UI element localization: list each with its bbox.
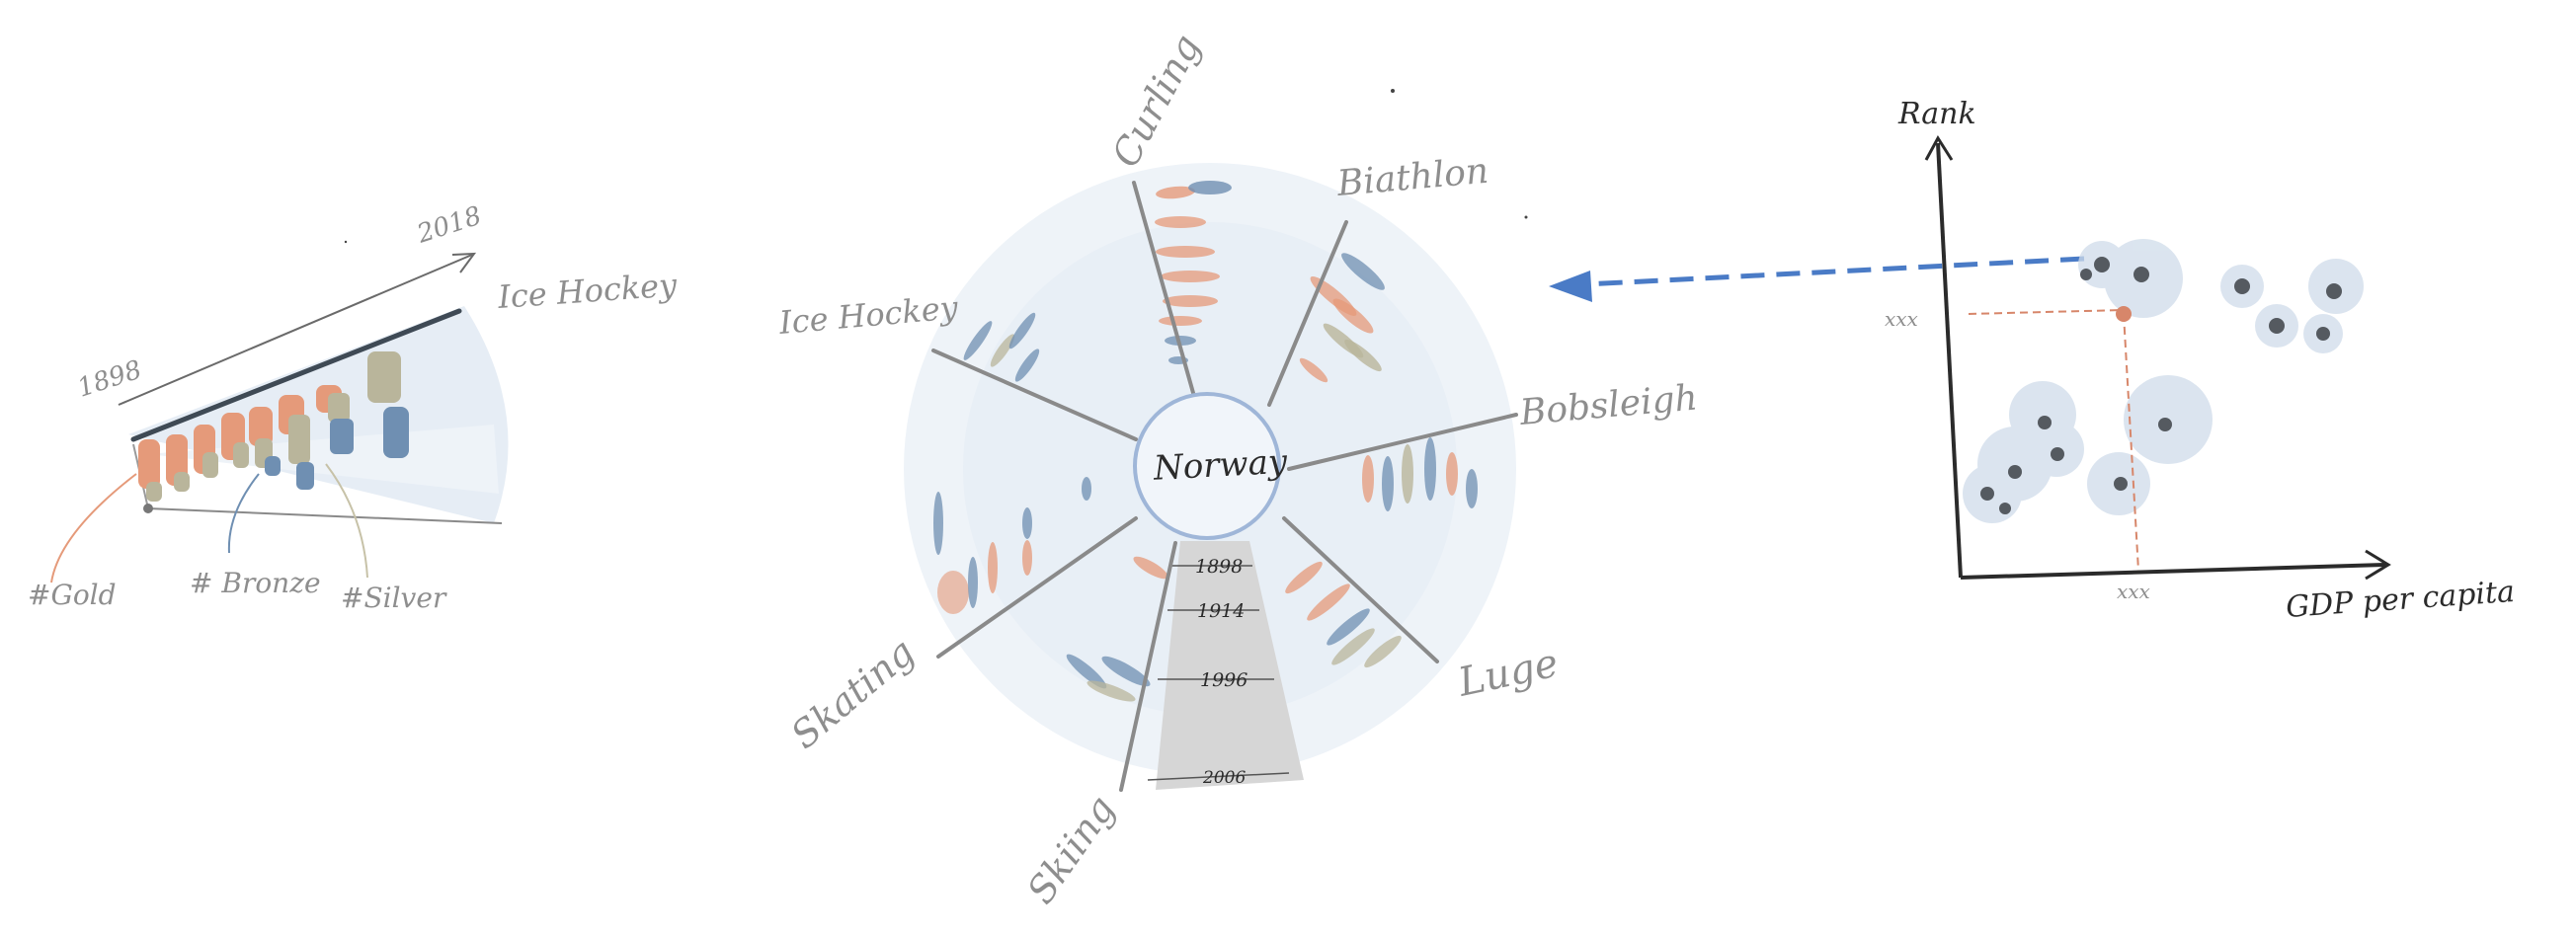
silver-bar bbox=[328, 393, 350, 423]
silver-bar bbox=[146, 482, 162, 502]
fan-bottom-edge bbox=[147, 507, 503, 524]
y-axis bbox=[1936, 142, 1963, 579]
fan-medal-bars bbox=[138, 351, 409, 502]
spoke-ice-hockey bbox=[931, 349, 1138, 441]
timeline-wedge bbox=[1156, 541, 1304, 790]
dashed-arrow-left-icon bbox=[1549, 271, 1592, 302]
legend-silver: #Silver bbox=[341, 582, 447, 614]
time-arrow-line bbox=[118, 254, 473, 406]
silver-bar bbox=[288, 415, 310, 464]
time-arrow-head-icon bbox=[451, 252, 477, 273]
spoke-luge bbox=[1282, 516, 1439, 663]
y-axis-label: Rank bbox=[1897, 97, 1976, 131]
sport-label-ice-hockey: Ice Hockey bbox=[776, 288, 960, 342]
bronze-bar bbox=[296, 462, 314, 490]
fan-sport-label: Ice Hockey bbox=[496, 266, 679, 316]
x-axis bbox=[1960, 563, 2386, 580]
radial-sketch: 1898 1914 1996 2006 bbox=[776, 28, 1699, 911]
y-guide-line bbox=[1968, 309, 2125, 315]
timeline-year-4: 2006 bbox=[1202, 768, 1246, 788]
gold-bar bbox=[249, 407, 273, 446]
gold-bar bbox=[138, 439, 160, 489]
timeline-year-3: 1996 bbox=[1200, 669, 1248, 691]
spoke-skiing bbox=[1119, 541, 1177, 792]
scatter-dots bbox=[1980, 257, 2342, 514]
radial-spokes bbox=[931, 181, 1518, 792]
silver-bar bbox=[233, 442, 249, 468]
fan-sketch: 1898 2018 Ice Hockey #Gold # Bronze #Sil… bbox=[28, 201, 679, 614]
spoke-bobsleigh bbox=[1287, 413, 1518, 471]
ink-specks bbox=[344, 89, 1528, 244]
country-ring bbox=[1133, 392, 1281, 540]
x-marker-label: xxx bbox=[2117, 580, 2150, 603]
y-axis-arrow-icon bbox=[1924, 135, 1954, 161]
sport-label-luge: Luge bbox=[1454, 641, 1563, 706]
highlighted-point bbox=[2116, 306, 2132, 322]
silver-legend-leader bbox=[325, 463, 368, 579]
spoke-biathlon bbox=[1267, 220, 1348, 407]
silver-bar bbox=[202, 452, 218, 478]
bronze-legend-leader bbox=[227, 473, 260, 554]
spoke-skating bbox=[936, 516, 1138, 659]
silver-bar bbox=[174, 472, 190, 492]
dashed-connector-line bbox=[1584, 256, 2085, 287]
scatter-bubbles bbox=[1963, 239, 2364, 523]
start-year-label: 1898 bbox=[74, 355, 145, 404]
timeline-ticks bbox=[1147, 565, 1290, 781]
bronze-bar bbox=[330, 419, 354, 454]
legend-bronze: # Bronze bbox=[190, 567, 321, 599]
country-label: Norway bbox=[1152, 442, 1289, 489]
connector bbox=[1549, 256, 2085, 302]
x-axis-label: GDP per capita bbox=[2285, 575, 2516, 625]
sport-label-skiing: Skiing bbox=[1018, 788, 1123, 911]
end-year-label: 2018 bbox=[413, 201, 485, 250]
legend-gold: #Gold bbox=[28, 579, 117, 611]
fan-top-edge bbox=[130, 308, 462, 442]
scatter-sketch: xxx xxx Rank GDP per capita bbox=[1885, 97, 2516, 625]
fan-sector-band bbox=[148, 425, 499, 494]
sport-label-curling: Curling bbox=[1103, 28, 1209, 175]
x-guide-line bbox=[2123, 313, 2139, 572]
fan-origin-dot bbox=[143, 504, 153, 513]
spoke-curling bbox=[1132, 181, 1197, 402]
x-axis-arrow-icon bbox=[2365, 549, 2391, 581]
silver-bar bbox=[367, 351, 401, 403]
sport-label-skating: Skating bbox=[783, 630, 924, 757]
bronze-bar bbox=[383, 407, 409, 458]
y-marker-label: xxx bbox=[1885, 307, 1918, 331]
timeline-year-2: 1914 bbox=[1197, 600, 1245, 622]
bronze-bar bbox=[265, 456, 281, 476]
sport-label-biathlon: Biathlon bbox=[1334, 151, 1489, 204]
gold-legend-leader bbox=[50, 473, 137, 583]
timeline-year-1: 1898 bbox=[1195, 556, 1243, 578]
sport-label-bobsleigh: Bobsleigh bbox=[1517, 377, 1699, 433]
